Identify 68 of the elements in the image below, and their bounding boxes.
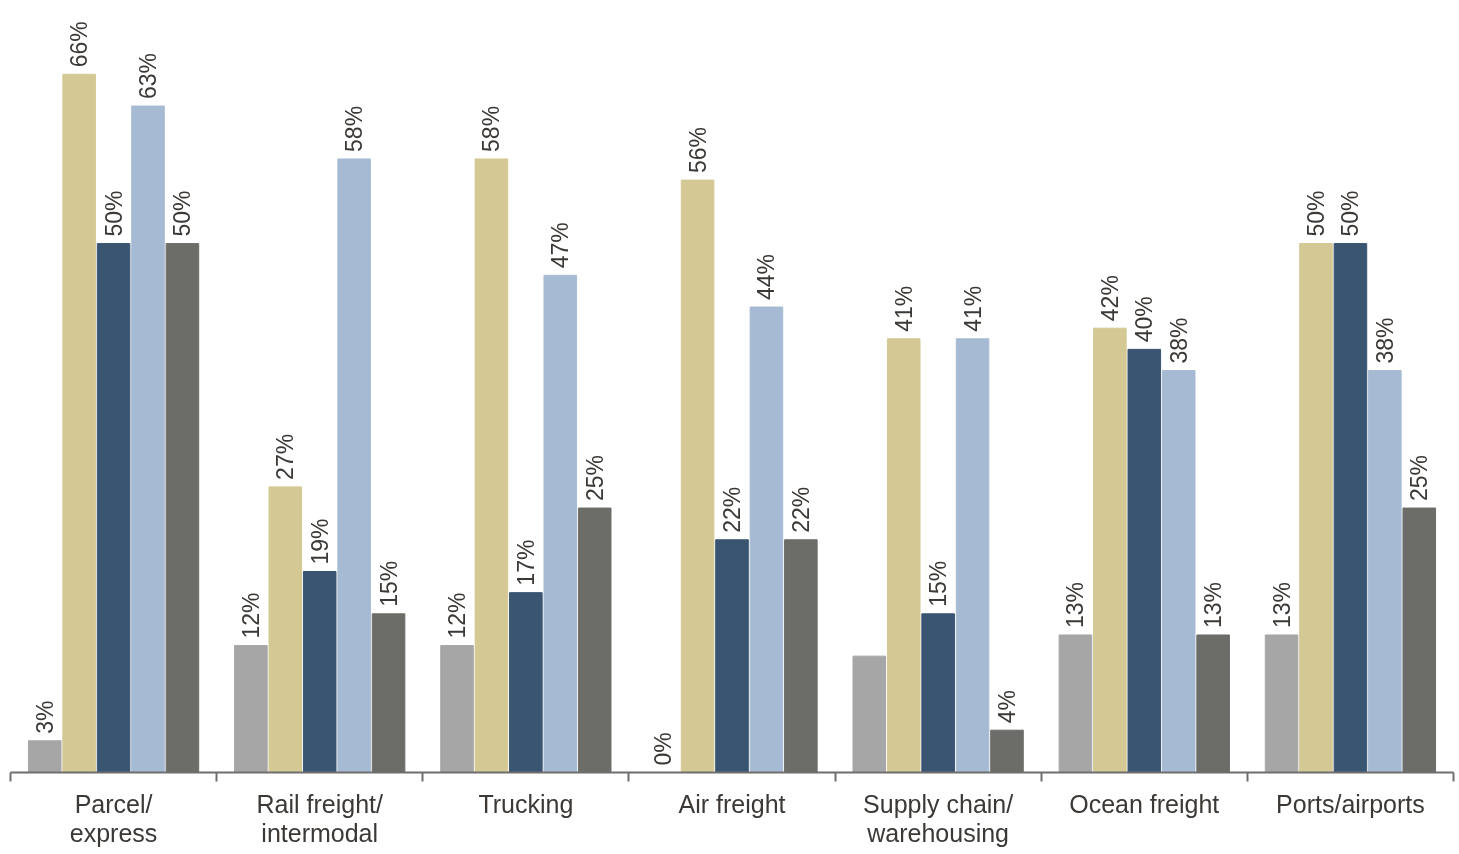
data-label: 3%	[31, 700, 58, 734]
x-tick-label: Air freight	[678, 789, 786, 818]
bar	[680, 179, 715, 773]
bar	[715, 539, 749, 773]
bar	[96, 243, 131, 773]
bar	[1161, 370, 1196, 773]
bar	[62, 73, 96, 773]
data-label: 38%	[1165, 317, 1192, 364]
x-tick-label: Supply chain/ warehousing	[863, 789, 1014, 847]
data-label: 47%	[547, 222, 574, 269]
bar	[886, 338, 921, 773]
data-label: 63%	[135, 53, 161, 100]
data-label: 50%	[1337, 190, 1364, 237]
bar	[852, 655, 887, 773]
bar	[921, 613, 955, 773]
data-label: 15%	[925, 560, 952, 607]
data-label: 50%	[1303, 190, 1329, 237]
bar	[440, 645, 474, 773]
data-label: 12%	[444, 592, 471, 639]
data-label: 40%	[1131, 296, 1158, 343]
x-tick-label: Trucking	[478, 789, 574, 818]
bar	[234, 645, 268, 773]
bar	[955, 338, 990, 773]
bar	[302, 571, 337, 773]
data-label: 15%	[375, 560, 402, 607]
bar	[1299, 243, 1333, 773]
x-tick-label: Ports/airports	[1276, 789, 1425, 818]
data-label: 44%	[753, 254, 780, 301]
data-label: 42%	[1096, 275, 1123, 322]
bar	[27, 740, 62, 773]
bar	[1127, 348, 1162, 773]
x-tick-label: Rail freight/ intermodal	[256, 789, 383, 847]
data-label: 66%	[66, 21, 93, 68]
data-label: 56%	[684, 127, 711, 174]
bar	[749, 306, 784, 773]
data-label: 4%	[993, 689, 1020, 724]
bar	[1058, 634, 1093, 773]
data-label: 41%	[959, 285, 986, 332]
data-label: 13%	[1268, 581, 1295, 628]
bar	[1093, 327, 1127, 773]
data-label: 41%	[890, 285, 917, 332]
bar	[543, 274, 578, 773]
data-label: 17%	[512, 539, 539, 586]
bar	[268, 486, 303, 773]
data-label: 50%	[100, 190, 127, 237]
data-label: 22%	[787, 486, 814, 533]
data-label: 0%	[650, 732, 677, 766]
x-tick-label: Ocean freight	[1069, 789, 1220, 818]
bar	[1368, 370, 1402, 773]
data-label: 25%	[1406, 454, 1433, 502]
data-label: 22%	[719, 486, 745, 533]
data-label: 38%	[1371, 317, 1398, 364]
data-label: 27%	[272, 433, 299, 480]
bar	[131, 105, 165, 773]
data-label: 12%	[237, 592, 264, 639]
data-label: 19%	[306, 518, 333, 565]
bar	[337, 158, 371, 773]
data-label: 50%	[169, 190, 196, 237]
data-label: 58%	[478, 105, 505, 152]
data-label: 13%	[1200, 581, 1227, 628]
data-label: 25%	[581, 454, 608, 502]
bar	[1264, 634, 1299, 773]
bar	[474, 158, 509, 773]
data-label: 13%	[1062, 581, 1089, 628]
x-tick-label: Parcel/ express	[69, 789, 158, 847]
data-label: 58%	[341, 105, 368, 152]
bar	[509, 592, 543, 773]
bar	[1333, 243, 1368, 773]
